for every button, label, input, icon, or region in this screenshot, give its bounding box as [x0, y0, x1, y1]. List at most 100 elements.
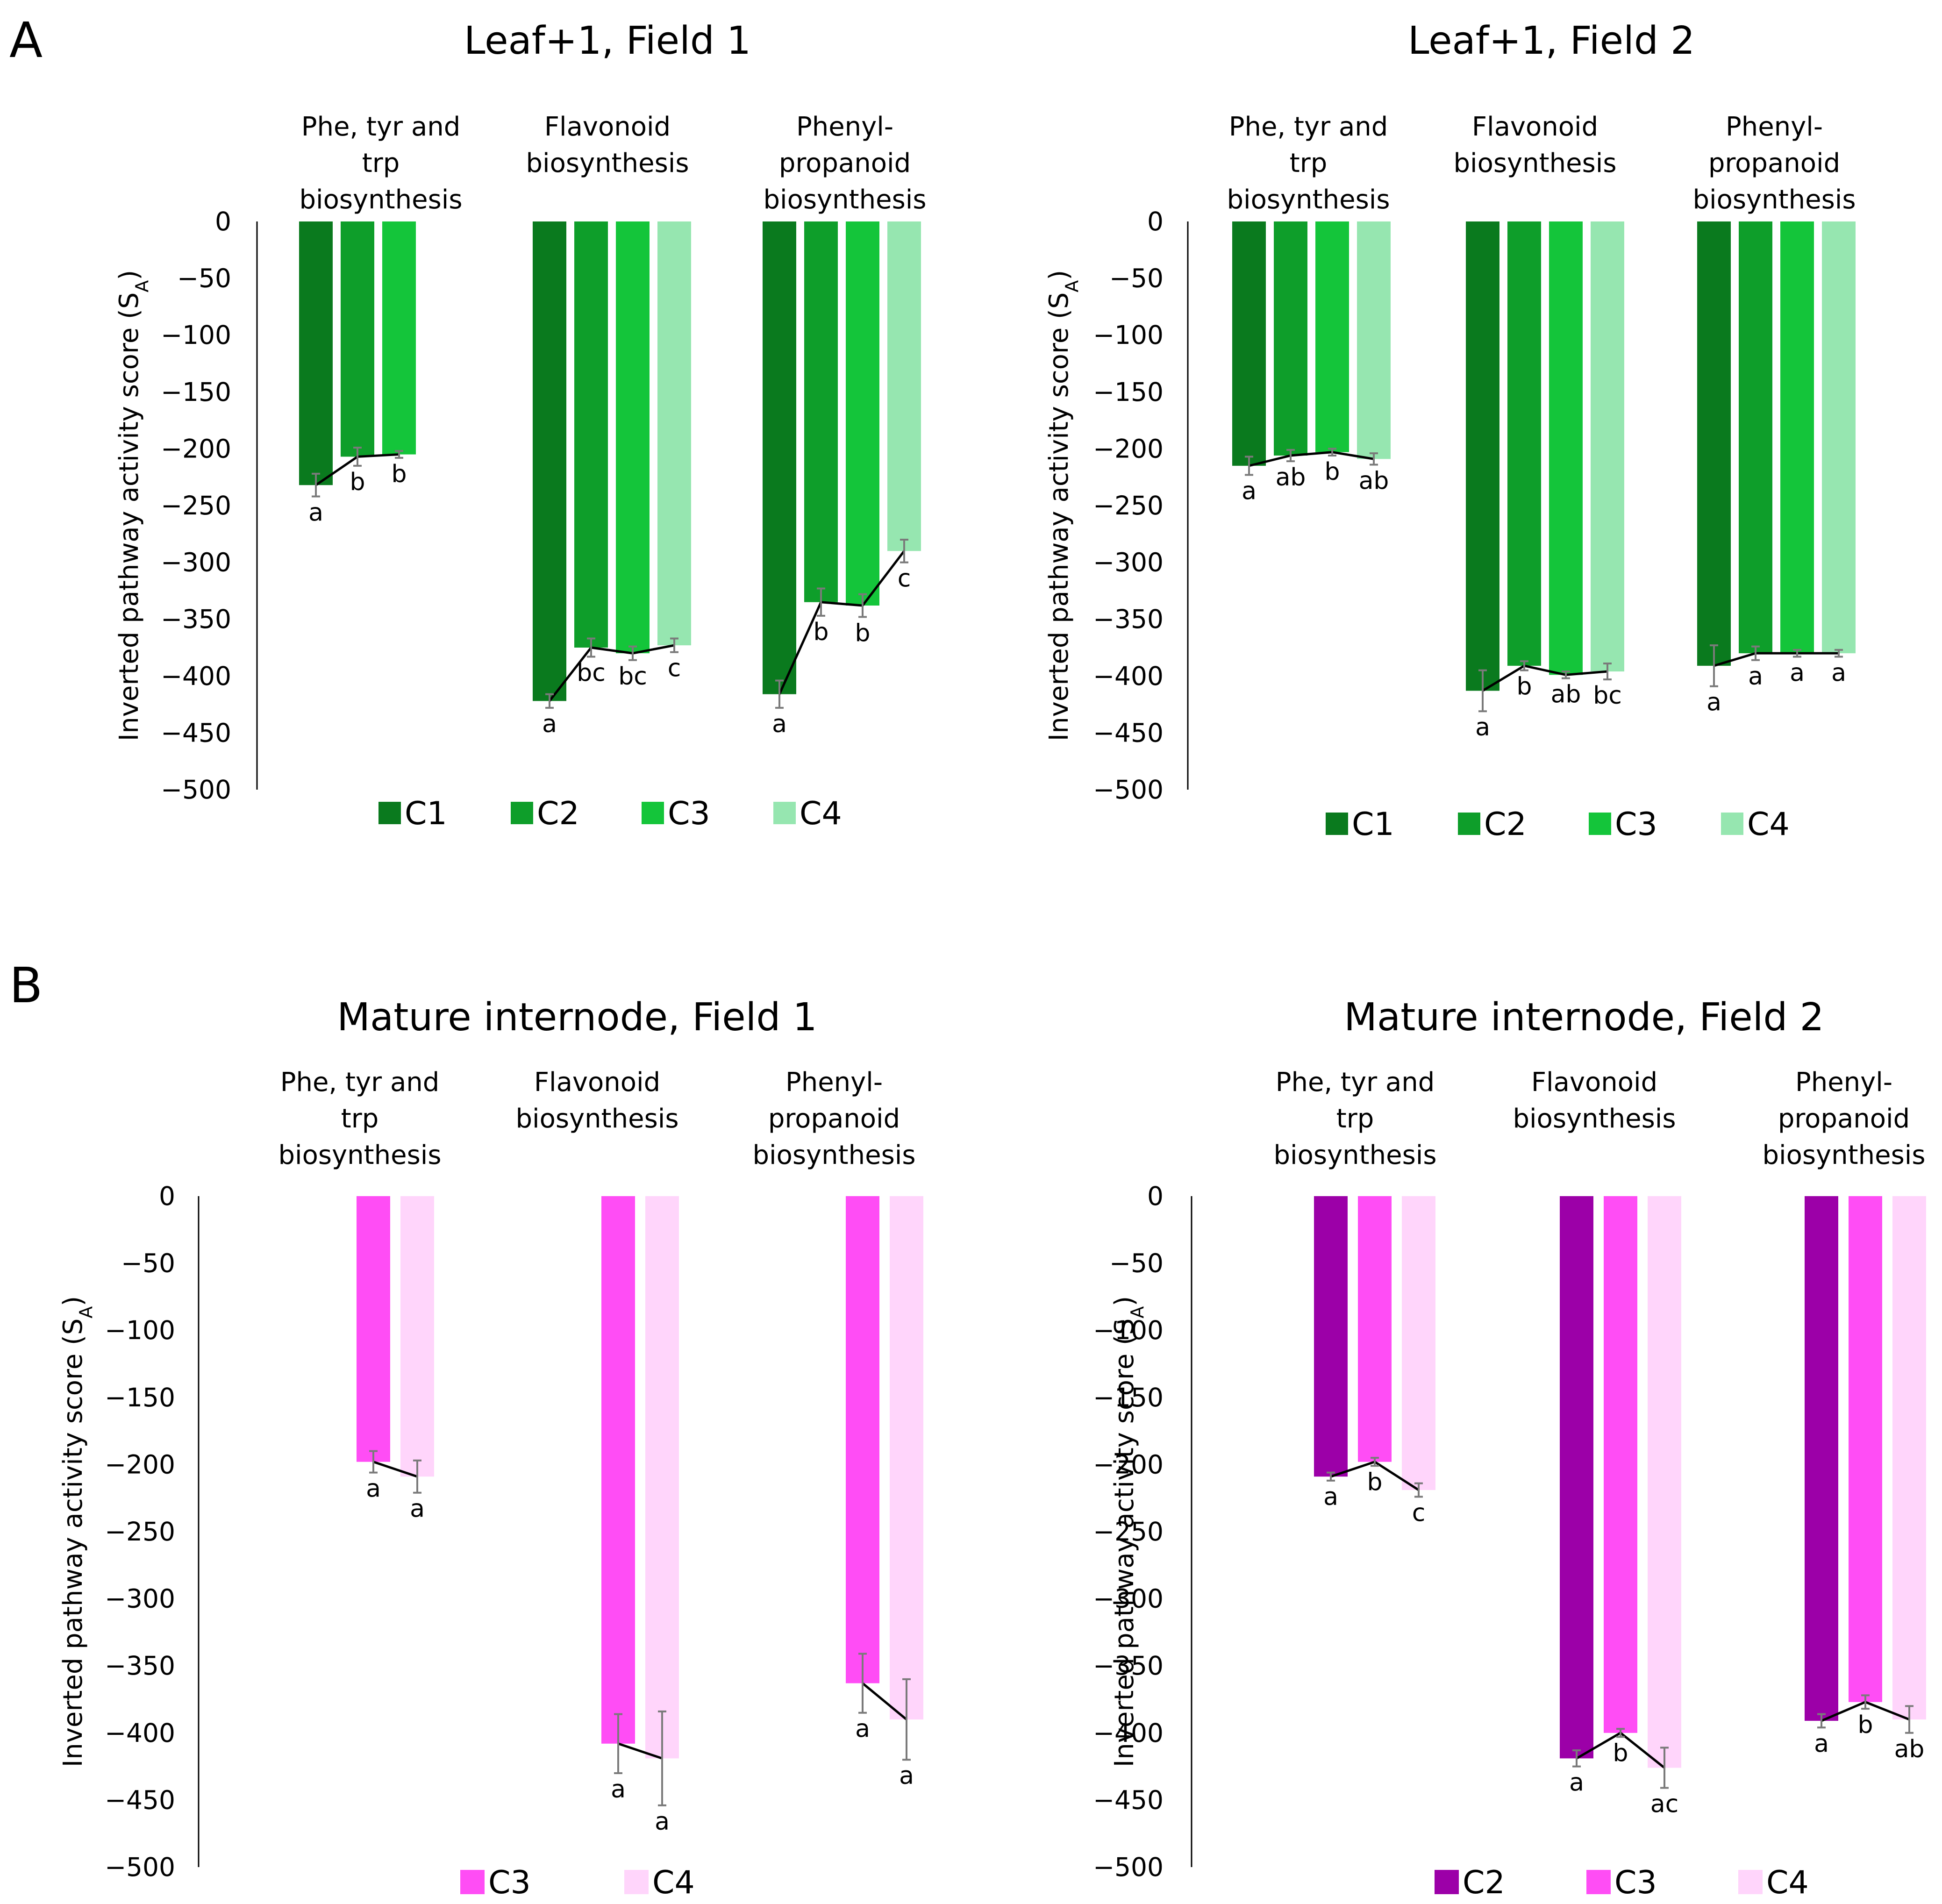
- error-bar: [902, 1678, 911, 1761]
- y-axis-title-subscript: A: [1062, 280, 1082, 292]
- y-axis-title: Inverted pathway activity score (SA): [1109, 1296, 1148, 1768]
- y-tick-label: −450: [105, 1785, 175, 1815]
- y-tick-label: −50: [1109, 264, 1164, 293]
- significance-letter: b: [1613, 1739, 1628, 1767]
- bar-c3: [1604, 1196, 1637, 1733]
- legend-label: C3: [668, 795, 710, 832]
- trend-line: [618, 1742, 663, 1760]
- bar-c2: [1507, 221, 1541, 666]
- significance-letter: a: [366, 1475, 381, 1503]
- bar-group: Phe, tyr and trp biosynthesis a a: [278, 1067, 442, 1523]
- error-bar: [1603, 663, 1612, 681]
- significance-letter: ab: [1276, 464, 1306, 492]
- y-tick-label: −150: [1093, 377, 1164, 407]
- y-axis-title-close: ): [58, 1296, 88, 1306]
- legend-item: C4: [1721, 806, 1790, 843]
- significance-letter: a: [410, 1495, 425, 1523]
- error-bar: [614, 1713, 622, 1774]
- legend-item: C2: [1458, 806, 1527, 843]
- bar-c4: [890, 1196, 923, 1720]
- y-tick-label: −500: [105, 1852, 175, 1882]
- legend-swatch: [1589, 813, 1611, 835]
- panel-letter-b: B: [9, 957, 43, 1014]
- group-label: biosynthesis: [278, 1140, 442, 1170]
- significance-letter: b: [391, 460, 407, 488]
- group-label: trp: [362, 148, 400, 178]
- legend-label: C3: [1614, 1864, 1657, 1901]
- chart-1: Leaf+1, Field 1 0 −50 −100 −150 −200 −250 −300 −…: [114, 19, 927, 832]
- group-label: Phe, tyr and: [1229, 112, 1388, 142]
- bar-c1: [533, 221, 566, 701]
- y-tick-label: −450: [1093, 718, 1164, 748]
- bar-c2: [804, 221, 838, 602]
- group-label: Flavonoid: [1472, 112, 1598, 142]
- y-axis-title-close: ): [114, 270, 144, 280]
- group-label: biosynthesis: [1454, 148, 1617, 178]
- bar-c4: [645, 1196, 679, 1759]
- significance-letter: a: [772, 710, 787, 738]
- bar-c1: [1232, 221, 1266, 466]
- y-tick-label: 0: [1147, 207, 1164, 236]
- y-tick-label: −400: [1093, 1718, 1164, 1748]
- bar-c4: [1822, 221, 1856, 654]
- group-label: biosynthesis: [300, 185, 463, 215]
- chart-title: Leaf+1, Field 1: [464, 19, 751, 63]
- error-bar: [545, 693, 554, 709]
- significance-letter: c: [668, 655, 681, 683]
- bar-c3: [1849, 1196, 1882, 1702]
- trend-line: [1714, 652, 1839, 667]
- y-tick-label: −450: [161, 718, 231, 748]
- y-tick-label: −100: [1093, 1315, 1164, 1345]
- group-label: Phenyl-: [785, 1067, 883, 1098]
- significance-letter: a: [1706, 689, 1721, 717]
- group-label: Flavonoid: [1531, 1067, 1657, 1098]
- y-axis-title-main: Inverted pathway activity score (S: [114, 292, 144, 742]
- bar-c3: [616, 221, 650, 654]
- significance-letter: b: [1367, 1468, 1382, 1496]
- significance-letter: b: [350, 468, 365, 496]
- bar-c3: [1780, 221, 1814, 654]
- legend-swatch: [1435, 1870, 1459, 1894]
- group-label: trp: [1290, 148, 1328, 178]
- legend-swatch: [1458, 813, 1480, 835]
- group-label: Phenyl-: [1726, 112, 1823, 142]
- chart-2: Leaf+1, Field 2 0 −50 −100 −150 −200 −250 −300 −…: [1044, 19, 1856, 843]
- y-tick-label: −250: [1093, 491, 1164, 521]
- y-tick-label: −500: [1093, 1852, 1164, 1882]
- group-label: Flavonoid: [534, 1067, 660, 1098]
- legend-item: C2: [1435, 1864, 1505, 1901]
- y-tick-label: −150: [161, 377, 231, 407]
- group-label: trp: [1336, 1104, 1374, 1134]
- legend-item: C1: [378, 795, 447, 832]
- bar-c4: [1591, 221, 1624, 672]
- group-label: biosynthesis: [526, 148, 689, 178]
- error-bar: [1793, 649, 1801, 658]
- error-bar: [369, 1450, 378, 1474]
- y-axis-title-close: ): [1044, 270, 1074, 280]
- group-label: Flavonoid: [544, 112, 671, 142]
- legend-swatch: [1586, 1870, 1611, 1894]
- bar-c2: [1314, 1196, 1348, 1477]
- legend-item: C1: [1326, 806, 1394, 843]
- error-bar: [1572, 1749, 1581, 1768]
- legend-swatch: [511, 802, 533, 824]
- bar-group: Phenyl-propanoid biosynthesis a a: [753, 1067, 923, 1790]
- group-label: propanoid: [768, 1104, 900, 1134]
- legend-swatch: [773, 802, 796, 824]
- error-bar: [395, 450, 403, 459]
- significance-letter: bc: [618, 663, 647, 691]
- bar-c3: [1315, 221, 1349, 452]
- error-bar: [1817, 1713, 1826, 1729]
- error-bar: [1370, 452, 1378, 466]
- y-tick-label: −400: [105, 1718, 175, 1748]
- bar-c1: [299, 221, 333, 485]
- error-bar: [587, 637, 595, 658]
- significance-letter: bc: [577, 659, 606, 687]
- bar-c2: [341, 221, 374, 457]
- bar-c4: [1402, 1196, 1435, 1490]
- error-bar: [670, 637, 678, 653]
- significance-letter: b: [813, 618, 828, 646]
- significance-letter: ab: [1359, 467, 1389, 495]
